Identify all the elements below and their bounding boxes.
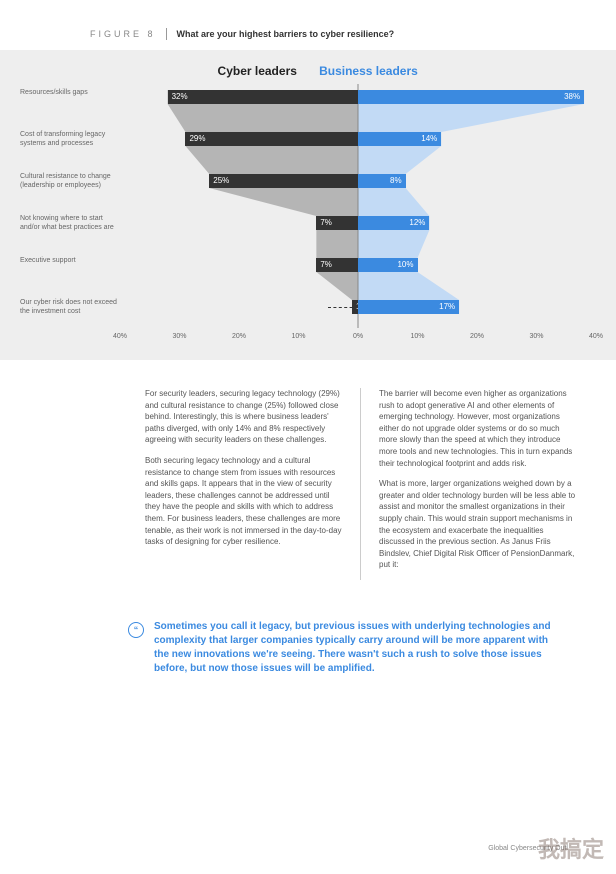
body-paragraph: For security leaders, securing legacy te…	[145, 388, 342, 446]
chart-area: Cyber leaders Business leaders Resources…	[0, 50, 616, 360]
business-bar: 8%	[358, 174, 406, 188]
pull-quote: “ Sometimes you call it legacy, but prev…	[128, 620, 556, 676]
business-leaders-header: Business leaders	[319, 64, 418, 78]
row-label: Cost of transforming legacy systems and …	[20, 131, 120, 149]
cyber-bar: 7%	[316, 258, 358, 272]
cyber-bar: 25%	[209, 174, 358, 188]
body-paragraph: What is more, larger organizations weigh…	[379, 478, 576, 571]
business-bar-label: 12%	[409, 218, 425, 227]
axis-tick: 20%	[470, 333, 484, 340]
axis-tick: 10%	[410, 333, 424, 340]
body-paragraph: The barrier will become even higher as o…	[379, 388, 576, 469]
axis-tick: 40%	[589, 333, 603, 340]
cyber-leaders-header: Cyber leaders	[218, 64, 297, 78]
watermark: 我搞定	[538, 832, 604, 864]
row-label: Resources/skills gaps	[20, 89, 120, 98]
business-bar: 17%	[358, 300, 459, 314]
cyber-bar-label: 25%	[213, 176, 229, 185]
cyber-bar: 29%	[185, 132, 358, 146]
body-paragraph: Both securing legacy technology and a cu…	[145, 455, 342, 548]
row-label: Not knowing where to start and/or what b…	[20, 215, 120, 233]
cyber-bar: 32%	[168, 90, 358, 104]
business-bar-label: 10%	[397, 260, 413, 269]
business-bar-label: 17%	[439, 302, 455, 311]
axis-tick: 30%	[529, 333, 543, 340]
body-right-column: The barrier will become even higher as o…	[379, 388, 576, 580]
cyber-funnel	[168, 90, 358, 314]
quote-icon: “	[128, 622, 144, 638]
business-bar: 12%	[358, 216, 429, 230]
business-funnel	[358, 90, 584, 314]
business-bar-label: 8%	[390, 176, 402, 185]
business-bar: 10%	[358, 258, 418, 272]
body-left-column: For security leaders, securing legacy te…	[145, 388, 342, 580]
row-label: Our cyber risk does not exceed the inves…	[20, 299, 120, 317]
axis-tick: 40%	[113, 333, 127, 340]
cyber-bar: 7%	[316, 216, 358, 230]
business-bar-label: 14%	[421, 134, 437, 143]
body-text: For security leaders, securing legacy te…	[145, 388, 576, 580]
cyber-bar-label: 7%	[320, 260, 332, 269]
row-label: Cultural resistance to change (leadershi…	[20, 173, 120, 191]
business-bar: 14%	[358, 132, 441, 146]
axis-tick: 20%	[232, 333, 246, 340]
body-column-divider	[360, 388, 361, 580]
dashed-connector	[328, 307, 358, 308]
axis-tick: 0%	[353, 333, 363, 340]
plot-region: Resources/skills gaps 32% 38% Cost of trans…	[20, 84, 596, 340]
cyber-bar-label: 29%	[189, 134, 205, 143]
cyber-bar-label: 32%	[172, 92, 188, 101]
figure-title: What are your highest barriers to cyber …	[177, 29, 395, 39]
row-label: Executive support	[20, 257, 120, 266]
cyber-bar-label: 7%	[320, 218, 332, 227]
axis-tick: 10%	[291, 333, 305, 340]
business-bar: 38%	[358, 90, 584, 104]
figure-label: FIGURE 8	[90, 29, 156, 39]
axis-tick: 30%	[172, 333, 186, 340]
header-divider	[166, 28, 167, 40]
quote-text: Sometimes you call it legacy, but previo…	[154, 620, 556, 676]
figure-header: FIGURE 8 What are your highest barriers …	[90, 28, 586, 40]
business-bar-label: 38%	[564, 92, 580, 101]
